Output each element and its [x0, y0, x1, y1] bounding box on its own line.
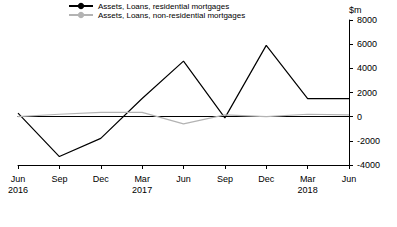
svg-text:8000: 8000 [357, 15, 377, 25]
svg-text:2000: 2000 [357, 88, 377, 98]
svg-text:-4000: -4000 [357, 160, 380, 170]
svg-text:4000: 4000 [357, 63, 377, 73]
svg-text:Mar: Mar [134, 174, 150, 184]
svg-text:2016: 2016 [8, 185, 28, 195]
svg-text:-2000: -2000 [357, 136, 380, 146]
svg-text:$m: $m [349, 5, 362, 15]
svg-text:6000: 6000 [357, 39, 377, 49]
svg-text:Jun: Jun [11, 174, 26, 184]
svg-text:Jun: Jun [176, 174, 191, 184]
svg-text:Dec: Dec [93, 174, 110, 184]
svg-text:0: 0 [357, 112, 362, 122]
svg-text:Sep: Sep [217, 174, 233, 184]
svg-text:Jun: Jun [342, 174, 357, 184]
svg-text:2018: 2018 [298, 185, 318, 195]
svg-text:2017: 2017 [132, 185, 152, 195]
svg-text:Assets, Loans, residential mor: Assets, Loans, residential mortgages [98, 2, 229, 11]
svg-text:Sep: Sep [51, 174, 67, 184]
svg-text:Mar: Mar [300, 174, 316, 184]
svg-text:Dec: Dec [258, 174, 275, 184]
svg-text:Assets, Loans, non-residential: Assets, Loans, non-residential mortgages [98, 11, 245, 20]
